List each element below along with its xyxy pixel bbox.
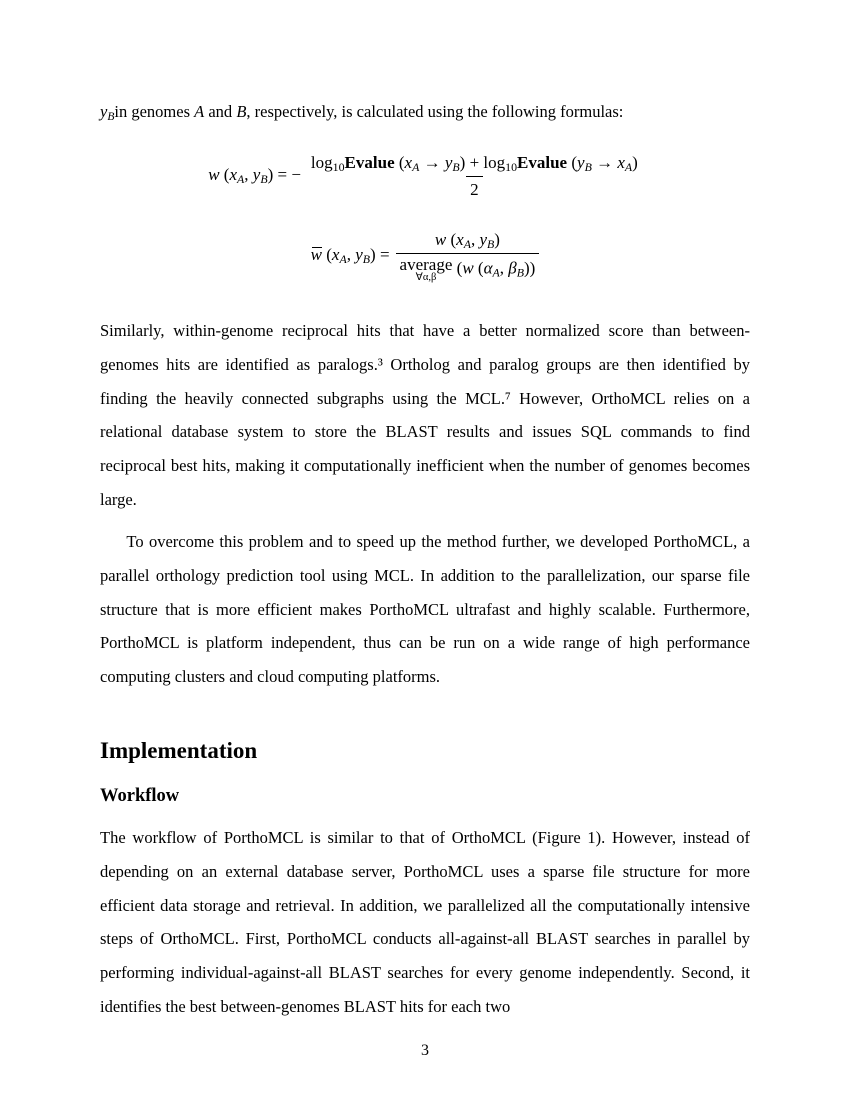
f2-lhs-open: ( bbox=[322, 245, 332, 264]
f1-num-arrow2: → bbox=[592, 153, 618, 172]
f1-lhs-close-eq: ) = − bbox=[268, 165, 301, 184]
f1-num-xA: x bbox=[405, 153, 413, 172]
f2-den-alpha-sub: A bbox=[493, 266, 500, 280]
paragraph-3: To overcome this problem and to speed up… bbox=[100, 525, 750, 694]
f2-fraction: w (xA, yB) average ∀α,β (w (αA, βB)) bbox=[396, 229, 540, 284]
f2-num-w: w bbox=[435, 230, 446, 249]
f1-num-yB2-sub: B bbox=[585, 160, 592, 174]
f1-num-open2: ( bbox=[567, 153, 577, 172]
f1-num-open1: ( bbox=[395, 153, 405, 172]
f2-num-yB: y bbox=[479, 230, 487, 249]
f2-lhs-yB-sub: B bbox=[363, 252, 370, 266]
f2-den-average: average bbox=[400, 256, 453, 273]
paragraph-2: Similarly, within-genome reciprocal hits… bbox=[100, 314, 750, 517]
f1-lhs-xA: x bbox=[229, 165, 237, 184]
f2-den-beta: β bbox=[508, 259, 516, 278]
f2-lhs-wbar: w bbox=[311, 246, 322, 265]
f1-num-log1: log bbox=[311, 153, 333, 172]
genome-B: B bbox=[236, 102, 246, 121]
f1-num-log2: log bbox=[483, 153, 505, 172]
f1-num-xA2: x bbox=[617, 153, 625, 172]
f2-num-close: ) bbox=[494, 230, 500, 249]
f1-lhs-open: ( bbox=[220, 165, 230, 184]
f2-den-beta-sub: B bbox=[517, 266, 524, 280]
f1-fraction: log10Evalue (xA → yB) + log10Evalue (yB … bbox=[307, 152, 642, 201]
formula-2: w (xA, yB) = w (xA, yB) average ∀α,β (w … bbox=[100, 229, 750, 284]
f2-num-open: ( bbox=[446, 230, 456, 249]
f2-den-alpha: α bbox=[484, 259, 493, 278]
f2-lhs-yB: y bbox=[355, 245, 363, 264]
f1-num-close2: ) bbox=[632, 153, 638, 172]
f2-den-forall: ∀α,β bbox=[416, 273, 437, 284]
f1-num-Evalue1: Evalue bbox=[345, 153, 395, 172]
paragraph-4: The workflow of PorthoMCL is similar to … bbox=[100, 821, 750, 1024]
formula-1: w (xA, yB) = − log10Evalue (xA → yB) + l… bbox=[100, 152, 750, 201]
f2-num-xA: x bbox=[456, 230, 464, 249]
page-number: 3 bbox=[0, 1042, 850, 1060]
f1-num-yB2: y bbox=[577, 153, 585, 172]
intro-and: and bbox=[204, 102, 236, 121]
intro-line: yBin genomes A and B, respectively, is c… bbox=[100, 95, 750, 130]
intro-text-a: in genomes bbox=[114, 102, 194, 121]
f1-den: 2 bbox=[466, 176, 483, 200]
f1-num-Evalue2: Evalue bbox=[517, 153, 567, 172]
page: yBin genomes A and B, respectively, is c… bbox=[0, 0, 850, 1100]
f2-den-open: ( bbox=[452, 259, 462, 278]
f1-lhs-comma: , bbox=[244, 165, 253, 184]
genome-A: A bbox=[194, 102, 204, 121]
f1-num-log1-sub: 10 bbox=[333, 160, 345, 174]
f1-num-log2-sub: 10 bbox=[505, 160, 517, 174]
f1-lhs-yB-sub: B bbox=[260, 172, 267, 186]
f2-lhs-xA-sub: A bbox=[339, 252, 346, 266]
f2-den-close: )) bbox=[524, 259, 535, 278]
f2-num-xA-sub: A bbox=[464, 237, 471, 251]
intro-text-b: , respectively, is calculated using the … bbox=[246, 102, 623, 121]
subsection-heading-workflow: Workflow bbox=[100, 786, 750, 807]
f2-den-open2: ( bbox=[474, 259, 484, 278]
f2-den-comma: , bbox=[500, 259, 509, 278]
f2-lhs-comma: , bbox=[347, 245, 356, 264]
f2-lhs-close-eq: ) = bbox=[370, 245, 390, 264]
section-heading-implementation: Implementation bbox=[100, 738, 750, 764]
f2-den-w: w bbox=[462, 259, 473, 278]
f1-num-close1: ) + bbox=[460, 153, 484, 172]
f1-num-yB-sub: B bbox=[452, 160, 459, 174]
f1-lhs-w: w bbox=[208, 165, 219, 184]
f1-num-arrow1: → bbox=[419, 153, 445, 172]
